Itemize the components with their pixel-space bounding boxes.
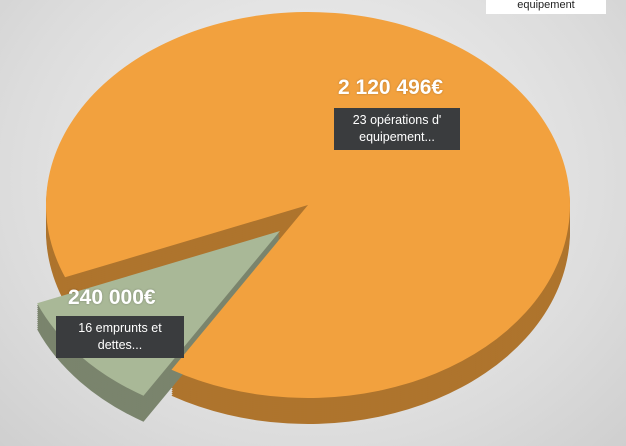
category-label: 23 opérations d' equipement...: [334, 108, 460, 150]
value-label: 240 000€: [68, 286, 156, 309]
legend-fragment: equipement: [486, 0, 606, 14]
value-label: 2 120 496€: [338, 76, 444, 99]
category-label: 16 emprunts et dettes...: [56, 316, 184, 358]
